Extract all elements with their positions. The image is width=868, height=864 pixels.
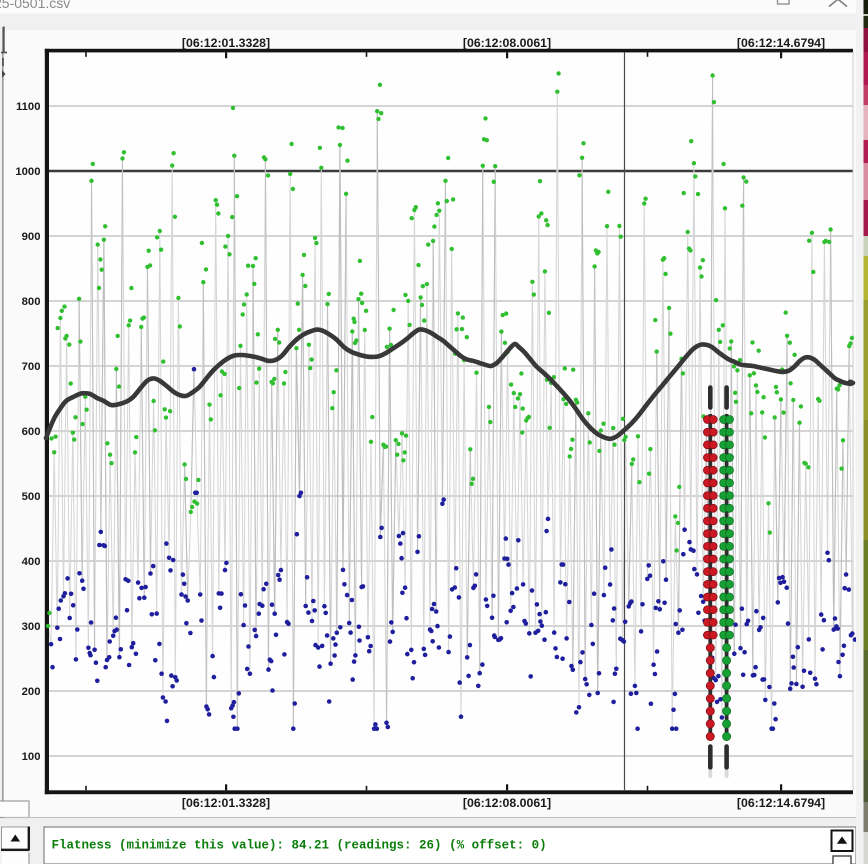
svg-text:300: 300 [22, 621, 41, 633]
svg-text:Flatness (minimize this value): Flatness (minimize this value): 84.21 (r… [52, 839, 547, 853]
svg-text:600: 600 [22, 426, 41, 438]
svg-text:700: 700 [22, 361, 41, 373]
svg-text:100: 100 [22, 751, 41, 763]
svg-text:[06:12:14.6794]: [06:12:14.6794] [737, 36, 825, 50]
svg-text:[06:12:08.0061]: [06:12:08.0061] [463, 796, 551, 810]
svg-text:200: 200 [22, 686, 41, 698]
svg-text:[06:12:08.0061]: [06:12:08.0061] [463, 36, 551, 50]
svg-text:[06:12:01.3328]: [06:12:01.3328] [182, 796, 270, 810]
svg-text:900: 900 [22, 231, 41, 243]
svg-text:500: 500 [22, 491, 41, 503]
svg-text:[06:12:01.3328]: [06:12:01.3328] [182, 36, 270, 50]
svg-text:400: 400 [22, 556, 41, 568]
svg-text:1100: 1100 [16, 101, 41, 113]
svg-text:[06:12:14.6794]: [06:12:14.6794] [737, 796, 825, 810]
svg-text:25-0501.csv: 25-0501.csv [0, 0, 70, 11]
svg-text:1000: 1000 [15, 166, 40, 178]
svg-text:800: 800 [22, 296, 41, 308]
